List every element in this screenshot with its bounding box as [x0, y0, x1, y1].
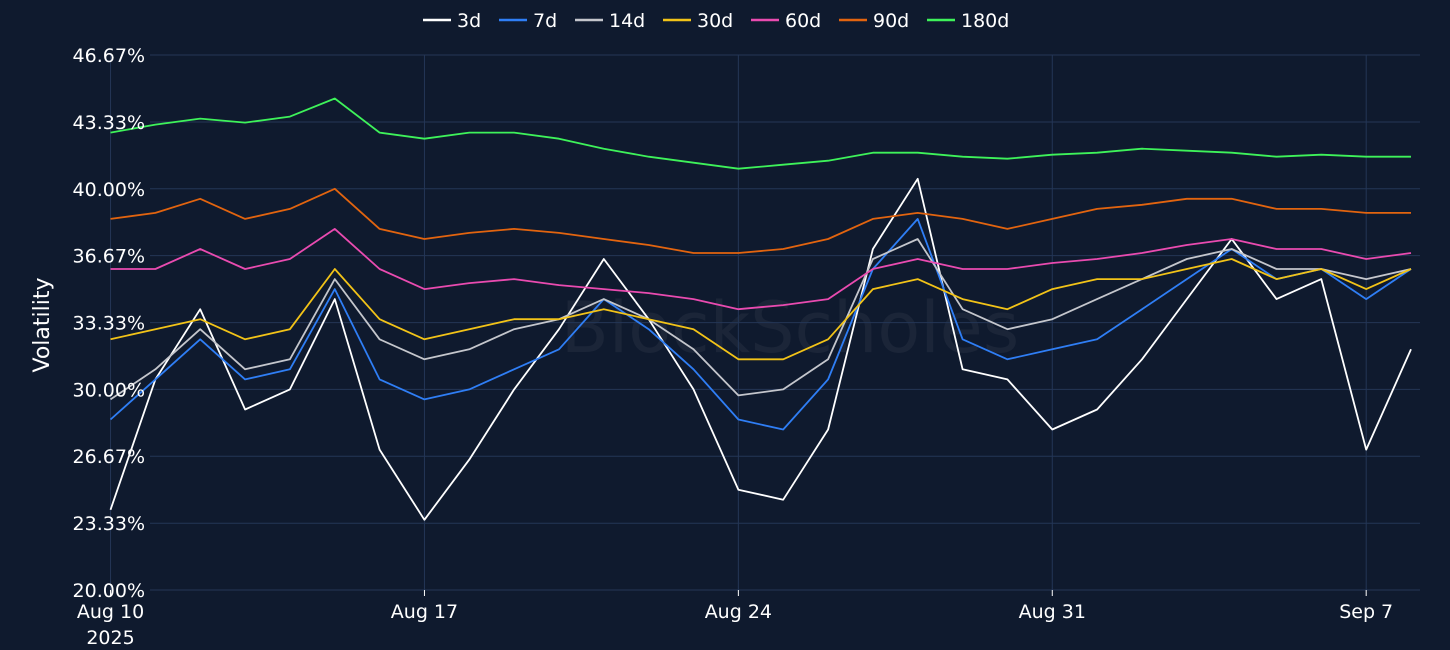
legend-item-7d[interactable]: 7d	[499, 10, 557, 32]
series-line-30d	[110, 258, 1412, 361]
legend-item-60d[interactable]: 60d	[751, 10, 821, 32]
legend-label: 3d	[457, 10, 481, 32]
legend-label: 30d	[697, 10, 733, 32]
legend-label: 180d	[961, 10, 1009, 32]
legend-item-14d[interactable]: 14d	[575, 10, 645, 32]
series-line-180d	[110, 97, 1411, 170]
y-tick-label: 43.33%	[73, 112, 145, 134]
series-line-7d	[109, 217, 1412, 431]
x-tick-sublabel: 2025	[86, 627, 134, 649]
x-tick-label: Aug 31	[1019, 601, 1086, 623]
series-line-14d	[109, 238, 1412, 401]
legend-item-180d[interactable]: 180d	[927, 10, 1009, 32]
series-line-3d	[109, 177, 1412, 521]
y-tick-label: 23.33%	[73, 513, 145, 535]
legend-label: 7d	[533, 10, 557, 32]
x-tick-label: Aug 10	[77, 601, 144, 623]
y-tick-label: 20.00%	[73, 580, 145, 602]
x-tick-label: Aug 24	[705, 601, 772, 623]
x-tick-label: Sep 7	[1339, 601, 1393, 623]
legend-item-30d[interactable]: 30d	[663, 10, 733, 32]
series-line-90d	[110, 187, 1411, 254]
legend-label: 60d	[785, 10, 821, 32]
series-lines	[109, 97, 1412, 521]
x-axis-ticks: Aug 10 2025 Aug 17 Aug 24 Aug 31 Sep 7	[77, 590, 1393, 649]
legend-label: 90d	[873, 10, 909, 32]
series-line-60d	[110, 227, 1412, 311]
y-tick-label: 26.67%	[73, 446, 145, 468]
legend: 3d 7d 14d 30d 60d 90d 180d	[423, 10, 1009, 32]
y-axis-ticks: 20.00% 23.33% 26.67% 30.00% 33.33% 36.67% 40.0…	[73, 45, 145, 602]
grid-lines	[110, 54, 1420, 591]
legend-item-90d[interactable]: 90d	[839, 10, 909, 32]
legend-item-3d[interactable]: 3d	[423, 10, 481, 32]
y-tick-label: 30.00%	[73, 379, 145, 401]
x-tick-label: Aug 17	[391, 601, 458, 623]
y-axis-title: Volatility	[30, 277, 55, 372]
legend-label: 14d	[609, 10, 645, 32]
y-tick-label: 33.33%	[73, 313, 145, 335]
y-tick-label: 36.67%	[73, 246, 145, 268]
y-tick-label: 46.67%	[73, 45, 145, 67]
y-tick-label: 40.00%	[73, 179, 145, 201]
